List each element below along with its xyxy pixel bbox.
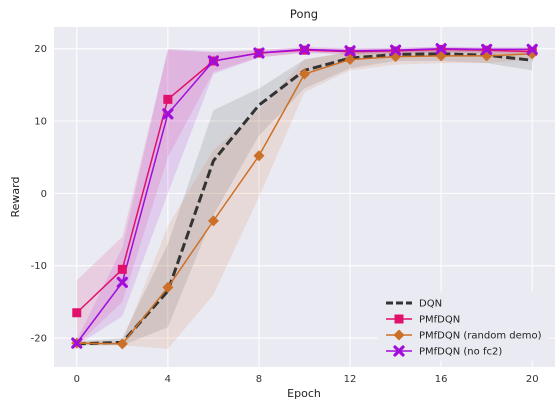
data-point-pmfdqn-no-fc2: [526, 43, 538, 56]
legend-marker: [394, 314, 404, 324]
data-point-pmfdqn-no-fc2: [253, 47, 265, 59]
x-tick-label: 12: [344, 374, 357, 385]
band-pmfdqn-no-fc2: [76, 46, 533, 346]
data-point-pmfdqn-random-demo: [299, 68, 310, 80]
data-point-pmfdqn-no-fc2: [71, 337, 83, 349]
series-markers: [71, 43, 538, 350]
chart-title: Pong: [290, 7, 318, 21]
data-point-pmfdqn-no-fc2: [435, 43, 447, 55]
data-point-pmfdqn-no-fc2: [162, 108, 174, 120]
legend: DQN PMfDQN PMfDQN (random demo) PMfDQN (no …: [377, 291, 549, 361]
data-point-pmfdqn: [163, 94, 173, 104]
data-point-pmfdqn-random-demo: [207, 215, 219, 227]
x-tick-label: 0: [74, 374, 80, 385]
x-axis-label: Epoch: [287, 387, 321, 400]
x-tick-label: 20: [526, 374, 539, 385]
data-point-pmfdqn: [72, 308, 82, 318]
y-tick-label: -20: [31, 334, 47, 345]
data-point-pmfdqn-random-demo: [390, 51, 402, 63]
data-point-pmfdqn-random-demo: [253, 150, 265, 162]
data-point-pmfdqn-no-fc2: [389, 44, 402, 56]
data-point-pmfdqn-no-fc2: [207, 55, 220, 67]
y-tick-label: -10: [31, 261, 47, 272]
data-point-pmfdqn-no-fc2: [116, 276, 128, 288]
data-point-pmfdqn-random-demo: [162, 281, 174, 293]
data-point-pmfdqn-no-fc2: [298, 43, 311, 56]
y-tick-label: 10: [34, 117, 47, 128]
data-point-pmfdqn-random-demo: [116, 338, 128, 350]
band-pmfdqn-random-demo: [76, 49, 533, 349]
x-tick-label: 16: [435, 374, 448, 385]
x-tick-label: 8: [256, 374, 262, 385]
confidence-bands: [76, 46, 533, 349]
x-tick-label: 4: [165, 374, 171, 385]
y-axis-label: Reward: [9, 177, 22, 218]
data-point-pmfdqn-no-fc2: [481, 43, 493, 56]
legend-label: DQN: [419, 299, 442, 310]
data-point-pmfdqn-random-demo: [344, 54, 356, 66]
legend-marker: [393, 345, 405, 357]
data-point-pmfdqn: [117, 264, 127, 274]
data-point-pmfdqn-no-fc2: [344, 45, 356, 57]
y-tick-label: 20: [34, 44, 47, 55]
y-tick-label: 0: [41, 189, 47, 200]
legend-item-dqn: DQN: [386, 299, 442, 310]
legend-item-pmfdqn-no-fc2: PMfDQN (no fc2): [386, 345, 502, 358]
legend-label: PMfDQN (random demo): [419, 331, 542, 342]
legend-label: PMfDQN (no fc2): [419, 347, 502, 358]
tick-labels: 0 4 8 12 16 20 -20 -10 0 10 20: [31, 44, 539, 385]
legend-item-pmfdqn-random-demo: PMfDQN (random demo): [386, 329, 542, 342]
legend-item-pmfdqn: PMfDQN: [386, 314, 460, 326]
legend-label: PMfDQN: [419, 315, 460, 326]
legend-marker: [393, 329, 405, 341]
